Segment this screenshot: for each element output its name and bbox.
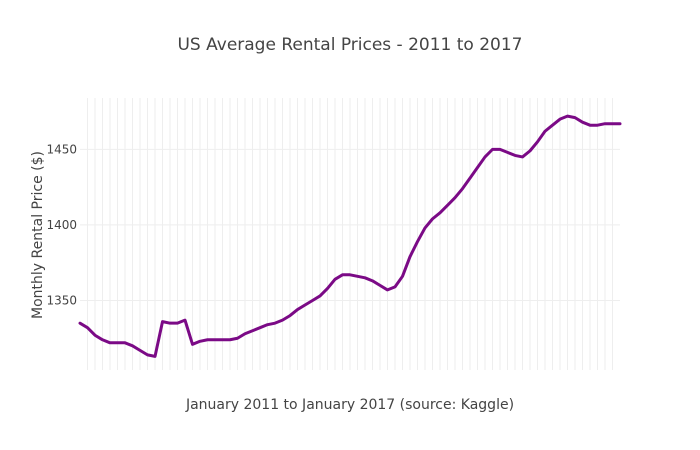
vertical-gridlines (87, 98, 613, 370)
y-axis-ticks: 1350 1400 1450 (46, 142, 77, 307)
x-axis-label: January 2011 to January 2017 (source: Ka… (185, 397, 514, 413)
y-tick-label: 1450 (46, 142, 77, 156)
y-tick-label: 1350 (46, 293, 77, 307)
chart-title: US Average Rental Prices - 2011 to 2017 (177, 35, 522, 55)
y-tick-label: 1400 (46, 218, 77, 232)
series-line (78, 114, 622, 358)
series-layer (78, 114, 622, 358)
y-axis-label: Monthly Rental Price ($) (30, 151, 46, 319)
